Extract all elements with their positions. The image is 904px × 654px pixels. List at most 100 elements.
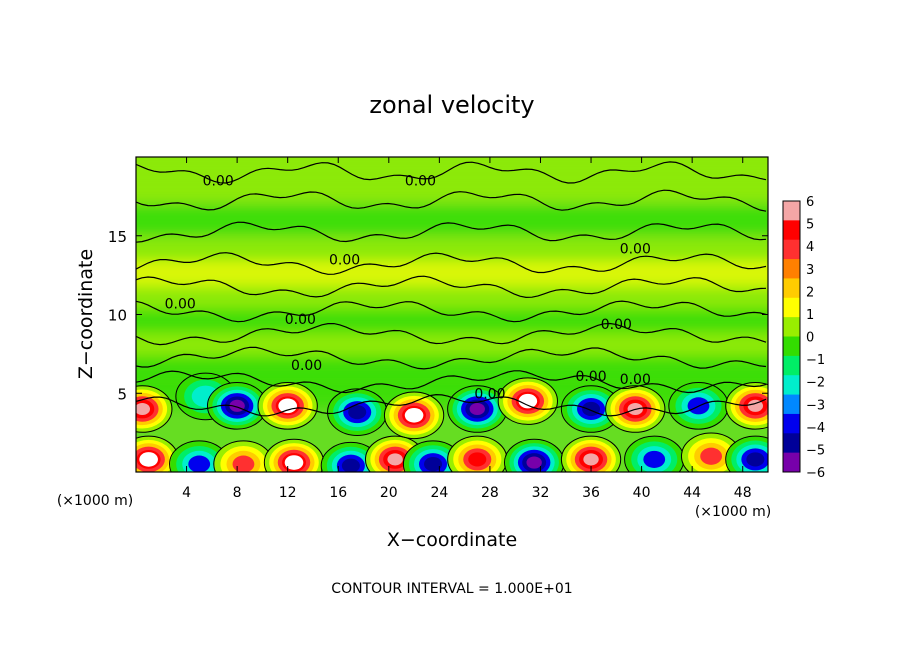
colorbar-swatch	[783, 259, 800, 279]
velocity-cell	[383, 391, 445, 440]
velocity-cell	[447, 385, 508, 433]
zero-contour	[136, 275, 767, 299]
zero-contour	[136, 393, 767, 417]
colorbar-swatch	[783, 317, 800, 337]
contour-label: 0.00	[165, 296, 196, 312]
contour-interval-note: CONTOUR INTERVAL = 1.000E+01	[331, 581, 572, 597]
zero-contour	[136, 322, 767, 346]
y-tick-label: 10	[108, 307, 127, 325]
cell-layer	[136, 372, 768, 472]
contour-label: 0.00	[405, 174, 436, 190]
colorbar-tick-label: −6	[806, 466, 825, 481]
contour-layer	[136, 161, 767, 417]
colorbar-swatch	[783, 355, 800, 376]
x-tick-label: 12	[279, 485, 297, 501]
zero-contour	[136, 252, 767, 275]
y-axis-label: Z−coordinate	[75, 249, 97, 379]
zero-contour	[136, 300, 767, 323]
colorbar-swatch	[783, 297, 800, 318]
velocity-cell	[206, 382, 268, 430]
velocity-band	[136, 332, 768, 360]
colorbar-tick-label: 1	[806, 308, 814, 323]
contour-label: 0.00	[601, 317, 632, 333]
colorbar-swatch	[783, 413, 800, 434]
velocity-cell	[725, 382, 768, 430]
colorbar-frame	[782, 200, 801, 473]
x-tick-label: 36	[582, 485, 600, 501]
x-unit-left: (×1000 m)	[57, 493, 133, 509]
colorbar-swatch	[783, 336, 800, 357]
contour-label: 0.00	[203, 174, 234, 190]
colorbar-tick-label: 0	[806, 331, 814, 346]
colorbar-tick-label: −5	[806, 443, 825, 458]
y-tick-label: 5	[117, 385, 127, 403]
y-axis-ticks: 5 10 15	[108, 228, 768, 403]
velocity-cell	[725, 435, 768, 472]
velocity-cell	[327, 388, 388, 436]
velocity-cell	[263, 438, 325, 472]
velocity-cell	[136, 435, 179, 472]
colorbar-tick-label: −1	[806, 353, 825, 368]
colorbar-tick-label: 6	[806, 195, 814, 210]
colorbar-swatch	[783, 433, 800, 454]
velocity-band	[136, 206, 768, 234]
x-tick-label: 44	[683, 485, 701, 501]
x-tick-label: 32	[532, 485, 550, 501]
chart-title: zonal velocity	[369, 91, 534, 119]
colorbar-swatch	[783, 375, 800, 396]
zero-contour	[136, 189, 767, 212]
velocity-band	[136, 237, 768, 266]
contour-label: 0.00	[620, 241, 651, 257]
x-unit-right: (×1000 m)	[695, 504, 771, 520]
contour-label: 0.00	[291, 358, 322, 374]
colorbar-tick-label: −3	[806, 398, 825, 413]
contour-label: 0.00	[474, 386, 505, 402]
contour-label: 0.00	[329, 252, 360, 268]
colorbar-swatch	[783, 278, 800, 299]
velocity-cell	[497, 377, 558, 425]
colorbar-swatch	[783, 452, 800, 473]
colorbar-swatch	[783, 239, 800, 260]
zero-contour	[136, 221, 767, 243]
colorbar-tick-label: −2	[806, 376, 825, 391]
velocity-cell	[402, 440, 464, 472]
contour-label: 0.00	[575, 369, 606, 385]
x-axis-label: X−coordinate	[387, 529, 517, 551]
velocity-cell	[504, 438, 565, 472]
x-tick-label: 48	[734, 485, 752, 501]
colorbar-tick-label: −4	[806, 421, 825, 436]
velocity-cell	[320, 441, 382, 472]
velocity-cell	[447, 435, 508, 472]
velocity-band	[136, 174, 768, 203]
velocity-band	[136, 284, 768, 313]
velocity-cell	[257, 382, 318, 430]
x-tick-label: 20	[380, 485, 398, 501]
zero-contour	[136, 161, 767, 184]
colorbar-swatch	[783, 394, 800, 415]
y-tick-label: 15	[108, 228, 127, 246]
colorbar-swatch	[783, 201, 800, 221]
zero-contour	[136, 370, 767, 394]
colorbar-swatch	[783, 220, 800, 241]
contour-label-layer: 0.00 0.00 0.00 0.00 0.00 0.00 0.00 0.00 0.00 0.00…	[165, 174, 651, 403]
velocity-cell	[624, 435, 685, 472]
x-tick-label: 4	[182, 485, 191, 501]
x-axis-ticks: 4 8 12 16 20 24 28 32 36 40 44 48	[182, 157, 752, 501]
colorbar: 6 5 4 3 2 1 0 −1 −2 −3 −4 −5 −6	[782, 195, 825, 481]
velocity-cell	[560, 435, 622, 472]
plot-area: 0.00 0.00 0.00 0.00 0.00 0.00 0.00 0.00 0.00 0.00…	[136, 157, 768, 472]
x-tick-label: 28	[481, 485, 499, 501]
x-tick-label: 24	[430, 485, 448, 501]
colorbar-tick-label: 2	[806, 285, 814, 300]
colorbar-tick-label: 5	[806, 218, 814, 233]
x-tick-label: 16	[329, 485, 347, 501]
contour-label: 0.00	[285, 312, 316, 328]
colorbar-tick-label: 4	[806, 240, 814, 255]
velocity-band	[136, 157, 768, 175]
zero-contour	[136, 346, 767, 370]
x-tick-label: 8	[233, 485, 242, 501]
velocity-band	[136, 308, 768, 337]
x-tick-label: 40	[633, 485, 651, 501]
contour-label: 0.00	[620, 372, 651, 388]
